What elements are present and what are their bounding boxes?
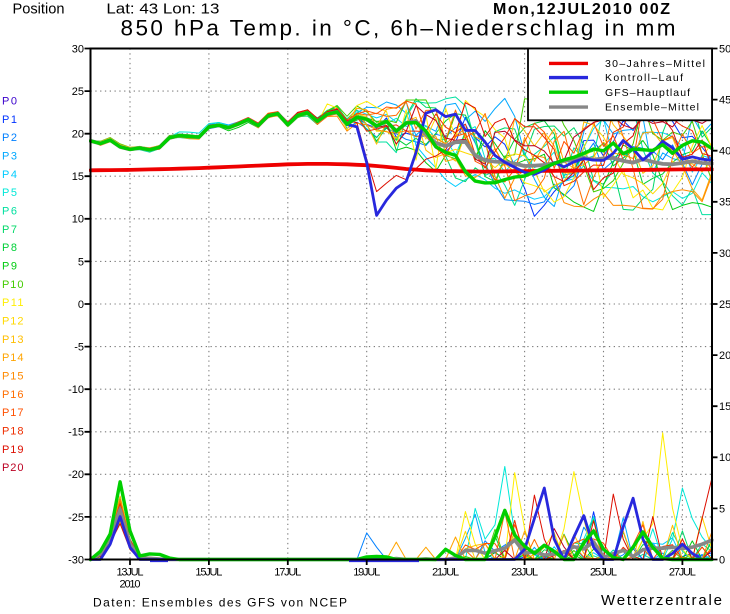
svg-text:35: 35 bbox=[719, 197, 730, 209]
svg-text:Daten: Ensembles des GFS von N: Daten: Ensembles des GFS von NCEP bbox=[93, 596, 347, 610]
svg-text:30–Jahres–Mittel: 30–Jahres–Mittel bbox=[605, 58, 705, 70]
svg-text:P18: P18 bbox=[2, 425, 24, 437]
svg-text:15: 15 bbox=[72, 171, 84, 183]
svg-text:15JUL: 15JUL bbox=[195, 567, 222, 579]
svg-text:10: 10 bbox=[72, 214, 84, 226]
svg-text:P20: P20 bbox=[2, 462, 24, 474]
svg-text:Kontroll–Lauf: Kontroll–Lauf bbox=[605, 72, 683, 84]
svg-text:Mon,12JUL2010 00Z: Mon,12JUL2010 00Z bbox=[493, 1, 670, 18]
svg-text:20: 20 bbox=[719, 350, 730, 362]
svg-text:0: 0 bbox=[78, 299, 84, 311]
svg-text:-10: -10 bbox=[68, 384, 84, 396]
svg-text:-30: -30 bbox=[68, 554, 84, 566]
svg-text:17JUL: 17JUL bbox=[274, 567, 301, 579]
svg-text:850 hPa Temp. in °C, 6h–Nieder: 850 hPa Temp. in °C, 6h–Niederschlag in … bbox=[121, 16, 676, 41]
svg-text:P17: P17 bbox=[2, 407, 24, 419]
svg-text:P19: P19 bbox=[2, 444, 24, 456]
svg-text:-20: -20 bbox=[68, 469, 84, 481]
svg-text:20: 20 bbox=[72, 129, 84, 141]
svg-text:GFS–Hauptlauf: GFS–Hauptlauf bbox=[605, 87, 690, 99]
svg-text:P12: P12 bbox=[2, 316, 24, 328]
svg-text:5: 5 bbox=[719, 503, 725, 515]
svg-text:40: 40 bbox=[719, 146, 730, 158]
svg-text:-15: -15 bbox=[68, 427, 84, 439]
svg-text:13JUL: 13JUL bbox=[117, 567, 144, 579]
svg-text:Position: Position bbox=[13, 1, 65, 18]
svg-text:23JUL: 23JUL bbox=[511, 567, 538, 579]
svg-text:P15: P15 bbox=[2, 370, 24, 382]
svg-text:15: 15 bbox=[719, 401, 730, 413]
svg-text:30: 30 bbox=[719, 248, 730, 260]
svg-text:P16: P16 bbox=[2, 389, 24, 401]
svg-text:Ensemble–Mittel: Ensemble–Mittel bbox=[605, 102, 699, 114]
svg-text:50: 50 bbox=[719, 43, 730, 55]
svg-text:5: 5 bbox=[78, 256, 84, 268]
svg-text:P14: P14 bbox=[2, 352, 24, 364]
svg-text:45: 45 bbox=[719, 95, 730, 107]
svg-text:25JUL: 25JUL bbox=[590, 567, 617, 579]
svg-text:2010: 2010 bbox=[120, 579, 141, 591]
svg-text:P11: P11 bbox=[2, 297, 24, 309]
svg-text:Wetterzentrale: Wetterzentrale bbox=[601, 592, 722, 609]
svg-text:P10: P10 bbox=[2, 279, 24, 291]
svg-text:27JUL: 27JUL bbox=[669, 567, 696, 579]
svg-text:10: 10 bbox=[719, 452, 730, 464]
svg-text:0: 0 bbox=[719, 554, 725, 566]
svg-text:25: 25 bbox=[72, 86, 84, 98]
svg-text:19JUL: 19JUL bbox=[353, 567, 380, 579]
svg-text:Lat: 43 Lon: 13: Lat: 43 Lon: 13 bbox=[106, 1, 219, 18]
svg-text:-5: -5 bbox=[74, 342, 84, 354]
svg-text:25: 25 bbox=[719, 299, 730, 311]
svg-text:21JUL: 21JUL bbox=[432, 567, 459, 579]
svg-text:P13: P13 bbox=[2, 334, 24, 346]
svg-text:30: 30 bbox=[72, 43, 84, 55]
svg-text:-25: -25 bbox=[68, 512, 84, 524]
